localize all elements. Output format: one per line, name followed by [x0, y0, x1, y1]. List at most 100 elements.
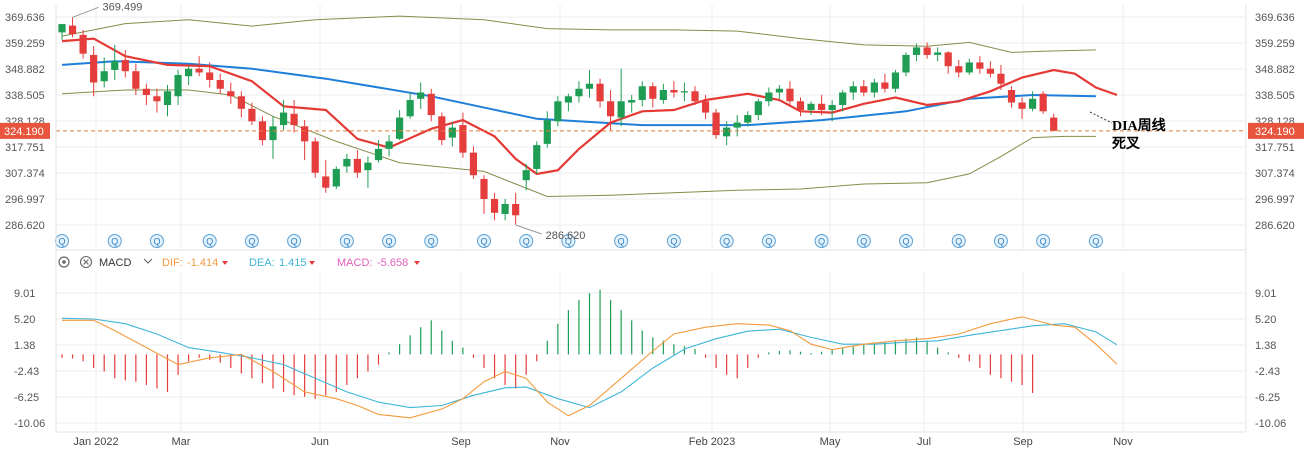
earnings-marker-icon[interactable]: Q: [244, 234, 259, 248]
candle[interactable]: [1050, 113, 1058, 132]
candle[interactable]: [353, 150, 361, 178]
earnings-marker-icon[interactable]: Q: [107, 234, 122, 248]
candle[interactable]: [533, 141, 541, 174]
candle[interactable]: [976, 56, 984, 74]
candle[interactable]: [691, 86, 699, 106]
candle[interactable]: [923, 42, 931, 59]
candle[interactable]: [206, 62, 214, 88]
candle[interactable]: [870, 78, 878, 98]
candle[interactable]: [955, 59, 963, 78]
candle[interactable]: [659, 83, 667, 104]
candle[interactable]: [786, 81, 794, 107]
candle[interactable]: [807, 101, 815, 116]
candle[interactable]: [480, 175, 488, 215]
earnings-marker-icon[interactable]: Q: [1036, 234, 1051, 248]
candle[interactable]: [585, 69, 594, 98]
candle[interactable]: [427, 88, 435, 122]
earnings-marker-icon[interactable]: Q: [561, 234, 576, 248]
candle[interactable]: [1039, 91, 1047, 114]
candle[interactable]: [111, 44, 119, 80]
candle[interactable]: [849, 81, 857, 101]
candle[interactable]: [237, 91, 245, 118]
candle[interactable]: [459, 112, 467, 158]
candle[interactable]: [512, 192, 520, 225]
candle[interactable]: [680, 82, 689, 102]
candle[interactable]: [818, 95, 826, 116]
candle[interactable]: [396, 110, 404, 141]
candle[interactable]: [607, 90, 615, 131]
candle[interactable]: [912, 43, 921, 62]
earnings-marker-icon[interactable]: Q: [424, 234, 439, 248]
earnings-marker-icon[interactable]: Q: [55, 234, 69, 248]
candle[interactable]: [733, 115, 741, 137]
candlestick-series[interactable]: [58, 17, 1058, 225]
candle[interactable]: [828, 100, 836, 122]
close-icon[interactable]: [79, 255, 93, 269]
candle[interactable]: [322, 160, 330, 193]
earnings-marker-icon[interactable]: Q: [1088, 234, 1103, 248]
candle[interactable]: [269, 116, 277, 159]
candle[interactable]: [881, 73, 889, 93]
candle[interactable]: [142, 83, 150, 106]
candle[interactable]: [649, 82, 657, 108]
candle[interactable]: [290, 100, 298, 133]
earnings-marker-icon[interactable]: Q: [856, 234, 871, 248]
candle[interactable]: [775, 84, 783, 99]
candle[interactable]: [90, 46, 98, 97]
candle[interactable]: [744, 111, 752, 127]
candle[interactable]: [417, 82, 425, 109]
candle[interactable]: [564, 93, 572, 112]
candle[interactable]: [438, 112, 446, 146]
candle[interactable]: [174, 69, 182, 106]
candle[interactable]: [301, 120, 309, 161]
candle[interactable]: [891, 69, 900, 93]
earnings-marker-icon[interactable]: Q: [814, 234, 829, 248]
candle[interactable]: [543, 111, 551, 148]
earnings-marker-icon[interactable]: Q: [719, 234, 734, 248]
candle[interactable]: [670, 81, 678, 98]
candle[interactable]: [79, 29, 87, 59]
candle[interactable]: [1018, 97, 1026, 119]
candle[interactable]: [860, 79, 868, 97]
earnings-marker-icon[interactable]: Q: [202, 234, 217, 248]
candle[interactable]: [469, 146, 478, 179]
earnings-marker-icon[interactable]: Q: [339, 234, 354, 248]
candle[interactable]: [385, 135, 393, 157]
earnings-marker-icon[interactable]: Q: [149, 234, 164, 248]
candle[interactable]: [279, 100, 288, 131]
candle[interactable]: [575, 81, 583, 103]
candle[interactable]: [554, 96, 562, 127]
candle[interactable]: [596, 78, 604, 108]
candle[interactable]: [701, 95, 710, 119]
earnings-marker-icon[interactable]: Q: [519, 234, 534, 248]
earnings-marker-icon[interactable]: Q: [761, 234, 776, 248]
candle[interactable]: [965, 58, 973, 75]
candle[interactable]: [153, 88, 161, 113]
candle[interactable]: [617, 68, 625, 127]
candle[interactable]: [723, 121, 731, 146]
candle[interactable]: [185, 66, 193, 85]
candle[interactable]: [100, 57, 108, 88]
candle[interactable]: [195, 56, 203, 77]
earnings-marker-icon[interactable]: Q: [614, 234, 629, 248]
candle[interactable]: [132, 63, 140, 96]
candle[interactable]: [765, 87, 773, 107]
candle[interactable]: [712, 108, 720, 139]
candle[interactable]: [944, 51, 952, 74]
candle[interactable]: [628, 95, 636, 113]
candle[interactable]: [522, 163, 530, 191]
candle[interactable]: [986, 61, 994, 78]
candle[interactable]: [796, 97, 805, 117]
candle[interactable]: [364, 156, 372, 188]
candle[interactable]: [248, 102, 256, 126]
earnings-marker-icon[interactable]: Q: [951, 234, 966, 248]
candle[interactable]: [638, 81, 646, 107]
candle[interactable]: [501, 198, 509, 221]
candle[interactable]: [406, 92, 414, 119]
candle[interactable]: [58, 23, 66, 40]
chevron-down-icon[interactable]: [143, 258, 153, 264]
earnings-marker-icon[interactable]: Q: [287, 234, 302, 248]
candle[interactable]: [68, 17, 77, 38]
candle[interactable]: [997, 64, 1005, 91]
